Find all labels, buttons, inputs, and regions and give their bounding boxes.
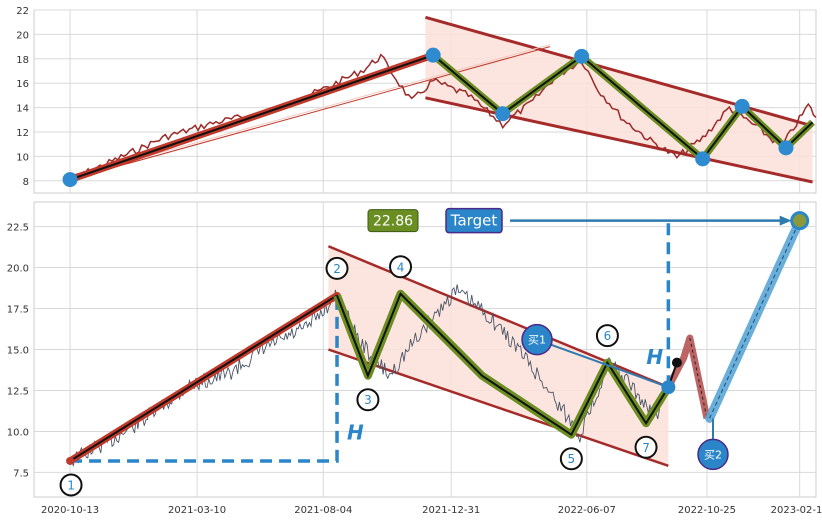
- top-pivot-point: [734, 98, 750, 114]
- buy-signal-arrow: [536, 338, 669, 389]
- y-tick-label: 12.5: [7, 386, 29, 397]
- pivot-label-text: 6: [604, 329, 612, 343]
- top-pivot-point: [695, 151, 711, 167]
- x-tick-label: 2022-10-25: [678, 505, 736, 516]
- projection-path: [665, 334, 711, 420]
- pivot-label-circle: [559, 447, 583, 471]
- top-pivot-point: [425, 47, 441, 63]
- y-tick-label: 16: [16, 79, 29, 90]
- target-value-text: 22.86: [373, 214, 413, 230]
- y-tick-label: 15.0: [7, 346, 29, 357]
- target-path-dash: [709, 220, 801, 419]
- top-price-line: [69, 53, 817, 181]
- h-dashed-line-1: [70, 295, 339, 463]
- buy-signal-label: 买1: [528, 334, 546, 347]
- bottom-price-line: [69, 284, 669, 468]
- projection-path-dash: [689, 337, 708, 419]
- pivot-label-text: 2: [333, 262, 341, 276]
- target-arrow-head: [779, 215, 792, 226]
- y-tick-label: 20.0: [7, 264, 29, 275]
- buy-signal-marker: [697, 438, 729, 471]
- x-tick-label: 2021-08-04: [294, 505, 352, 516]
- y-tick-label: 22: [16, 6, 29, 17]
- bottom-zigzag-core: [336, 291, 670, 437]
- pivot-label-circle: [595, 324, 619, 348]
- x-tick-label: 2021-12-31: [422, 505, 480, 516]
- pivot-start-point: [66, 456, 75, 465]
- bottom-series-group: H H 22.86 Target 买1 买2 1 2 3 4 5 6 7: [59, 207, 810, 497]
- top-pivot-point: [495, 106, 511, 122]
- target-point: [790, 211, 810, 231]
- h-label-2: H: [646, 345, 663, 369]
- top-pivot-point: [62, 172, 78, 188]
- pivot-end-point: [661, 380, 676, 395]
- pivot-label-circle: [634, 435, 658, 459]
- pivot-label-circle: [356, 388, 380, 412]
- pivot-label-circle: [59, 473, 83, 497]
- y-tick-label: 7.5: [13, 468, 29, 479]
- y-tick-label: 22.5: [7, 223, 29, 234]
- target-value-badge: [367, 209, 419, 233]
- top-connector-line: [69, 46, 551, 181]
- top-pivot-point: [574, 48, 590, 64]
- projection-dot: [671, 357, 682, 368]
- top-wedge-lower-line: [425, 96, 813, 184]
- x-tick-label: 2021-03-10: [168, 505, 226, 516]
- target-label-badge: [445, 207, 503, 234]
- top-pivot-point: [778, 140, 794, 156]
- bottom-trend-line-core: [69, 294, 338, 462]
- x-tick-label: 2023-02-10: [771, 505, 822, 516]
- pivot-label-circle: [389, 255, 413, 279]
- y-tick-label: 12: [16, 128, 29, 139]
- x-tick-label: 2022-06-07: [558, 505, 616, 516]
- y-tick-label: 10.0: [7, 427, 29, 438]
- y-tick-label: 14: [16, 104, 29, 115]
- pivot-label-text: 5: [568, 452, 576, 466]
- pivot-label-text: 3: [364, 393, 372, 407]
- buy-signal-label: 买2: [704, 448, 722, 461]
- target-label-text: Target: [450, 212, 498, 230]
- pivot-label-text: 4: [397, 260, 405, 274]
- top-series-group: [62, 15, 817, 188]
- top-trend-line-core: [69, 54, 434, 181]
- y-tick-label: 10: [16, 152, 29, 163]
- x-tick-label: 2020-10-13: [41, 505, 99, 516]
- buy-signal-marker: [521, 323, 553, 356]
- y-tick-label: 8: [23, 177, 29, 188]
- pivot-label-text: 7: [642, 441, 650, 455]
- y-tick-label: 17.5: [7, 305, 29, 316]
- pivot-label-text: 1: [67, 478, 75, 492]
- y-tick-label: 20: [16, 30, 29, 41]
- h-label-1: H: [347, 420, 364, 444]
- y-tick-label: 18: [16, 55, 29, 66]
- pivot-label-circle: [325, 256, 349, 280]
